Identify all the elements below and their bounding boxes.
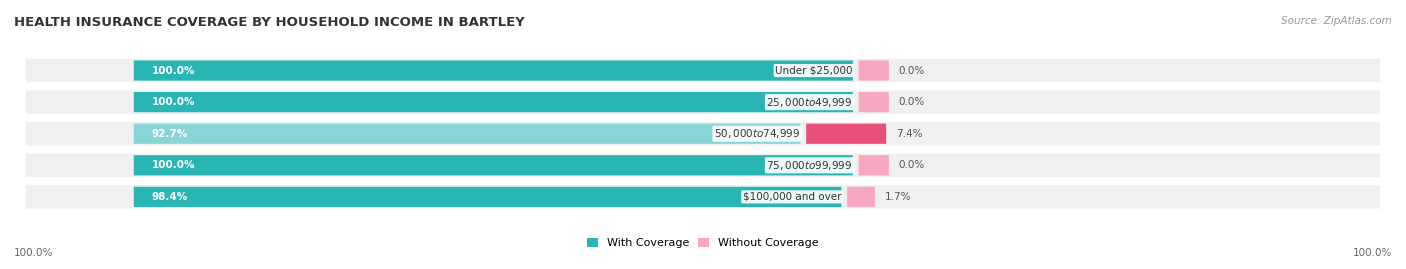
FancyBboxPatch shape: [25, 59, 1381, 82]
FancyBboxPatch shape: [25, 90, 1381, 114]
Text: 100.0%: 100.0%: [152, 66, 195, 76]
FancyBboxPatch shape: [134, 155, 853, 175]
Text: $100,000 and over: $100,000 and over: [742, 192, 841, 202]
FancyBboxPatch shape: [859, 92, 889, 112]
FancyBboxPatch shape: [848, 187, 875, 207]
FancyBboxPatch shape: [134, 123, 800, 144]
FancyBboxPatch shape: [25, 154, 1381, 177]
Text: 100.0%: 100.0%: [1353, 248, 1392, 258]
Text: $25,000 to $49,999: $25,000 to $49,999: [766, 95, 853, 109]
FancyBboxPatch shape: [859, 155, 889, 175]
Text: 0.0%: 0.0%: [898, 160, 925, 170]
Text: 100.0%: 100.0%: [14, 248, 53, 258]
Text: Under $25,000: Under $25,000: [775, 66, 853, 76]
Text: 92.7%: 92.7%: [152, 129, 188, 139]
Text: 1.7%: 1.7%: [884, 192, 911, 202]
FancyBboxPatch shape: [134, 92, 853, 112]
Text: HEALTH INSURANCE COVERAGE BY HOUSEHOLD INCOME IN BARTLEY: HEALTH INSURANCE COVERAGE BY HOUSEHOLD I…: [14, 16, 524, 29]
FancyBboxPatch shape: [25, 122, 1381, 146]
Text: $75,000 to $99,999: $75,000 to $99,999: [766, 159, 853, 172]
Legend: With Coverage, Without Coverage: With Coverage, Without Coverage: [582, 233, 824, 253]
FancyBboxPatch shape: [806, 123, 886, 144]
Text: 98.4%: 98.4%: [152, 192, 188, 202]
FancyBboxPatch shape: [134, 187, 841, 207]
Text: 0.0%: 0.0%: [898, 66, 925, 76]
Text: 100.0%: 100.0%: [152, 97, 195, 107]
Text: $50,000 to $74,999: $50,000 to $74,999: [714, 127, 800, 140]
FancyBboxPatch shape: [25, 185, 1381, 208]
Text: Source: ZipAtlas.com: Source: ZipAtlas.com: [1281, 16, 1392, 26]
Text: 7.4%: 7.4%: [896, 129, 922, 139]
FancyBboxPatch shape: [134, 61, 853, 81]
Text: 0.0%: 0.0%: [898, 97, 925, 107]
FancyBboxPatch shape: [859, 61, 889, 81]
Text: 100.0%: 100.0%: [152, 160, 195, 170]
